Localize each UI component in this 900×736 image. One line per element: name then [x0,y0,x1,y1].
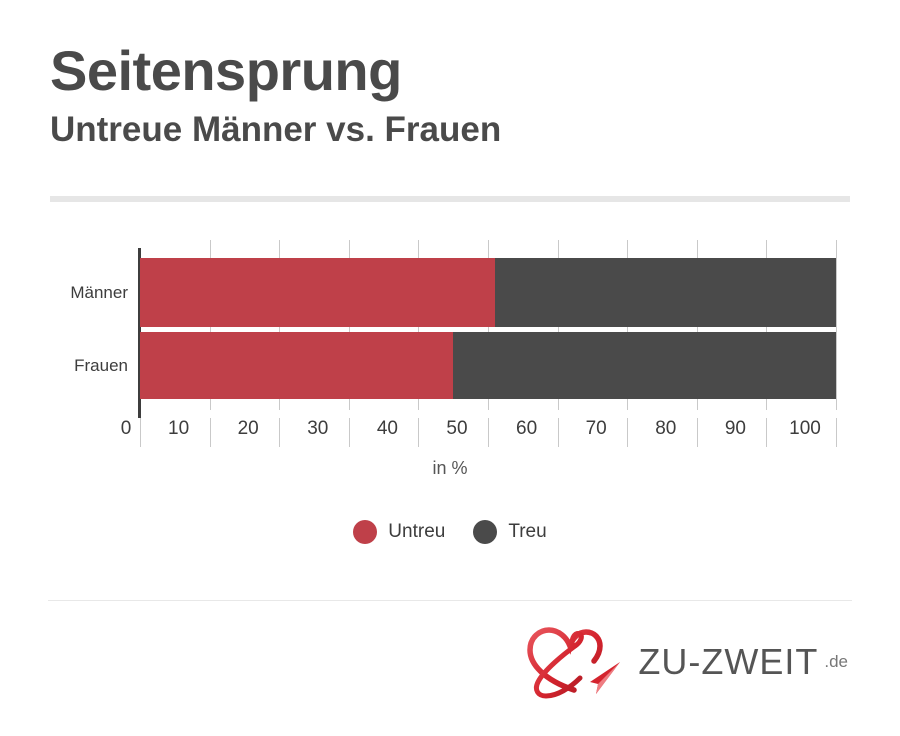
page-subtitle: Untreue Männer vs. Frauen [50,110,502,150]
plot-bars [140,248,836,418]
x-axis-ticks: 0 10 20 30 40 50 60 70 80 90 100 [0,418,900,452]
x-axis-tick-rule [209,418,211,447]
legend-item-untreu: Untreu [353,520,445,544]
legend-label-treu: Treu [508,521,547,542]
x-axis-tick-label: 60 [516,418,538,439]
y-axis-labels: Männer Frauen [0,248,128,418]
x-axis-tick-label: 100 [789,418,821,439]
bar-segment-treu-maenner [494,258,836,327]
x-axis-tick-label: 40 [376,418,398,439]
logo-tld: .de [824,652,848,671]
x-axis-tick-label: 0 [120,418,132,439]
bar-segment-treu-frauen [453,332,836,399]
chart-area: Männer Frauen 0 10 20 30 40 50 60 70 80 90 100 in … [0,240,900,490]
bar-row [140,258,836,327]
x-axis-tick-label: 50 [446,418,468,439]
chart-legend: Untreu Treu [0,520,900,544]
header: Seitensprung Untreue Männer vs. Frauen [50,42,850,150]
legend-item-treu: Treu [473,520,547,544]
heart-with-arrow-icon [527,627,621,699]
x-axis-tick-rule [766,418,768,447]
legend-label-untreu: Untreu [388,521,446,542]
x-axis-tick-label: 70 [585,418,607,439]
x-axis-tick-label: 20 [237,418,259,439]
logo-wordmark: ZU-ZWEIT [638,641,819,682]
x-axis-tick-rule [696,418,698,447]
header-divider [50,196,850,202]
footer-divider [48,600,852,601]
x-axis-title: in % [432,458,468,478]
brand-logo[interactable]: ZU-ZWEIT .de [524,624,848,700]
y-axis-label-frauen: Frauen [74,356,128,375]
x-axis-tick-label: 90 [724,418,746,439]
x-axis-tick-rule [557,418,559,447]
bar-segment-untreu-frauen [140,332,454,399]
x-axis-tick-rule [627,418,629,447]
y-axis-label-maenner: Männer [70,283,128,302]
x-axis-tick-rule [488,418,489,447]
gridline [836,240,837,410]
circle-icon [473,520,498,544]
page-title: Seitensprung [50,39,402,102]
x-axis-tick-rule [418,418,420,447]
x-axis-tick-label: 10 [168,418,190,439]
x-axis-tick-rule [836,418,837,447]
x-axis-tick-label: 30 [307,418,329,439]
x-axis-tick-rule [140,418,141,447]
circle-icon [353,520,378,544]
y-axis-line [138,248,141,418]
bar-row [140,332,836,399]
bar-segment-untreu-maenner [140,258,495,327]
x-axis-tick-rule [348,418,350,447]
x-axis-tick-rule [279,418,281,447]
x-axis-tick-label: 80 [655,418,677,439]
